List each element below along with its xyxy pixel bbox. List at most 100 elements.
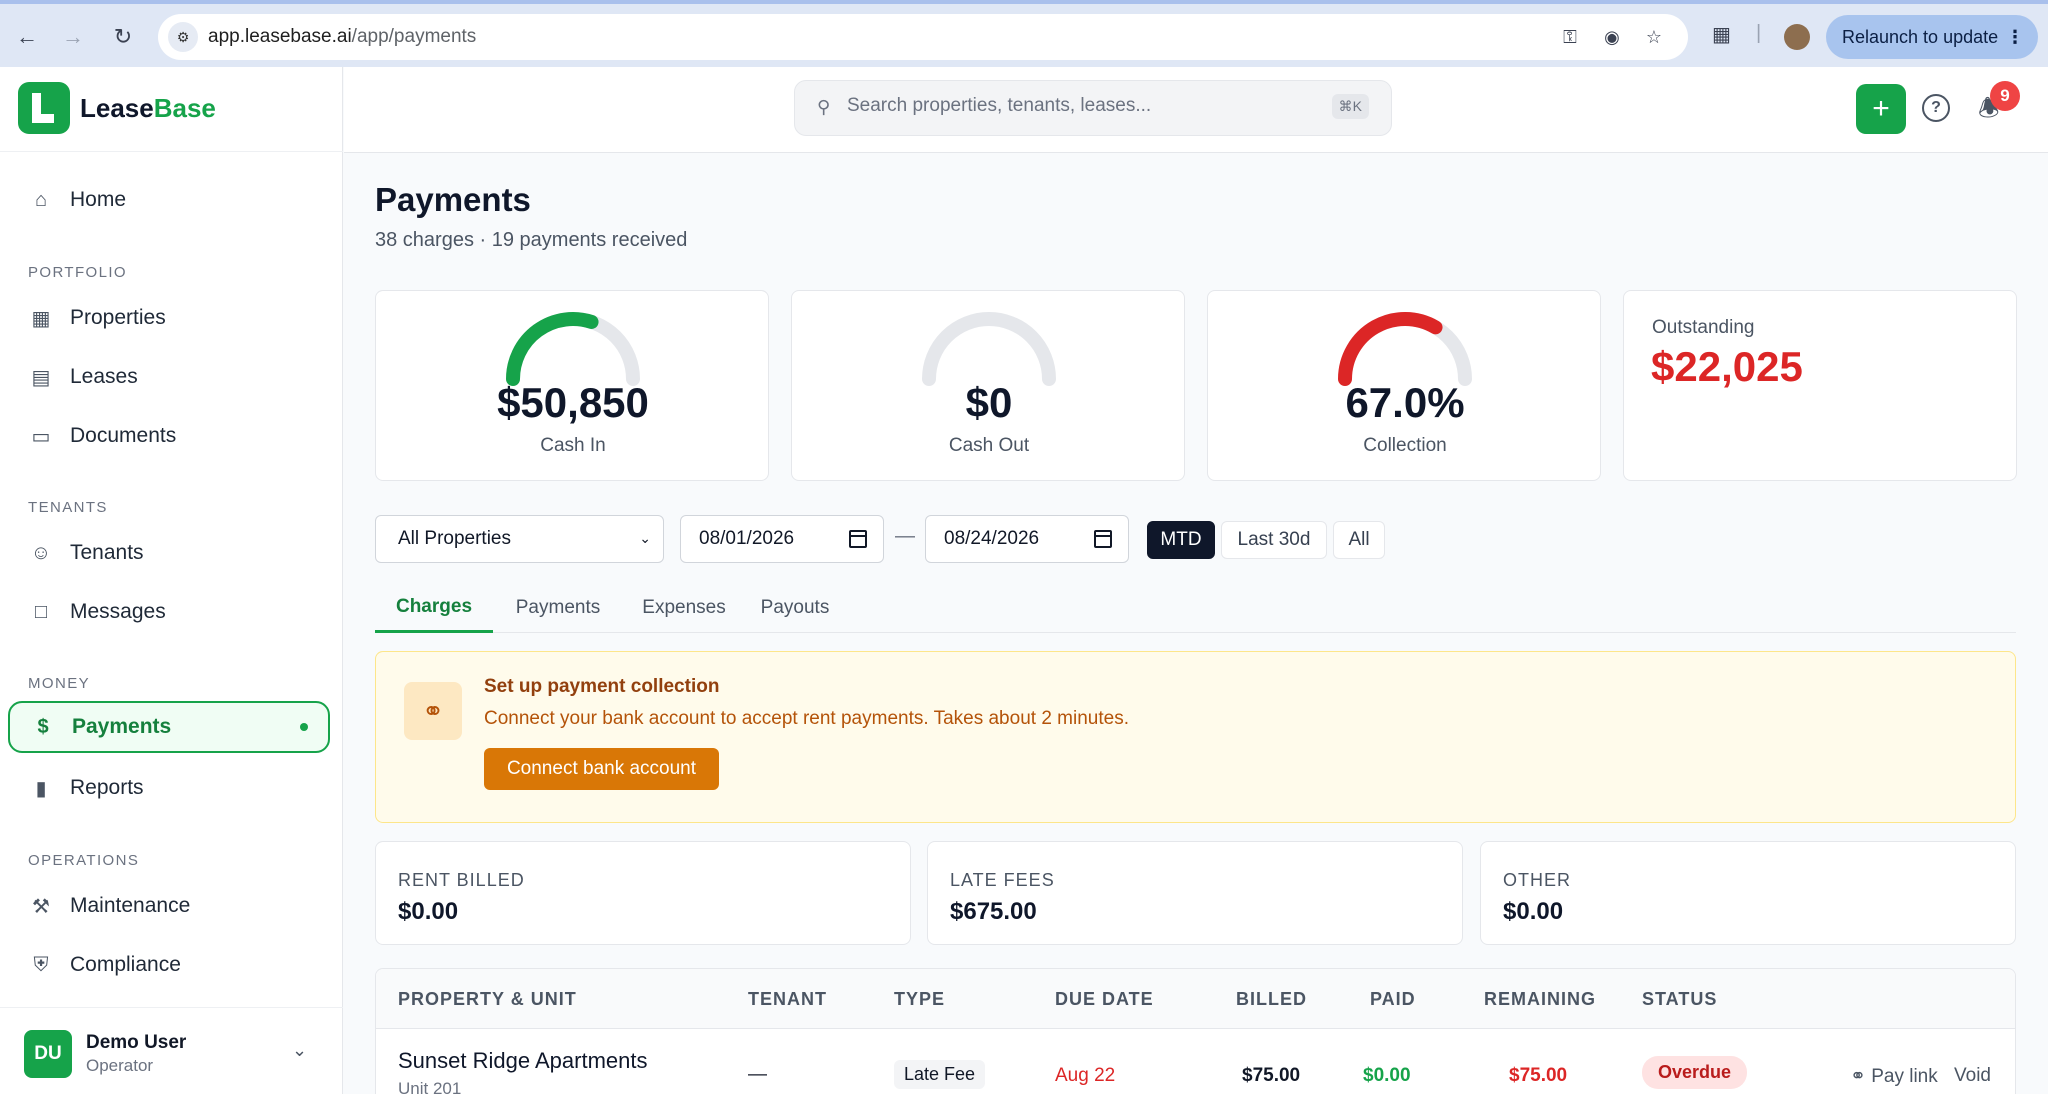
tab-bar: Charges Payments Expenses Payouts: [375, 583, 2016, 633]
column-header[interactable]: TYPE: [894, 989, 946, 1009]
users-icon: ☺: [30, 541, 52, 564]
cash-out-label: Cash Out: [948, 435, 1030, 456]
sidebar-item-messages[interactable]: □ Messages: [8, 586, 330, 638]
topbar: ⚲ ⌘K + ? 🕭 9: [344, 67, 2048, 153]
user-menu[interactable]: DU Demo User Operator ⌄: [0, 1007, 343, 1094]
banner-title: Set up payment collection: [484, 676, 720, 697]
home-icon: ⌂: [34, 188, 48, 211]
cash-in-value: $50,850: [497, 379, 649, 426]
notification-badge: 9: [1990, 81, 2020, 111]
column-header[interactable]: STATUS: [1642, 989, 1718, 1009]
reload-icon[interactable]: ↻: [113, 24, 133, 49]
cash-in-label: Cash In: [540, 435, 606, 456]
plus-icon: +: [1872, 92, 1890, 125]
cash-out-value: $0: [965, 379, 1013, 426]
section-label-tenants: TENANTS: [28, 499, 108, 516]
address-bar[interactable]: ⚙ app.leasebase.ai/app/payments ⚿ ◉ ☆: [158, 14, 1688, 60]
link-icon: ⚭: [1850, 1066, 1872, 1087]
chevron-down-icon[interactable]: ⌄: [292, 1040, 308, 1060]
banner-text: Connect your bank account to accept rent…: [484, 708, 1129, 729]
link-icon: ⚭: [404, 682, 462, 740]
due-date: Aug 22: [1055, 1065, 1116, 1086]
page-title: Payments: [375, 181, 531, 218]
sidebar-item-leases[interactable]: ▤ Leases: [8, 351, 330, 403]
section-label-operations: OPERATIONS: [28, 852, 140, 869]
sidebar: LeaseBase ⌂ Home PORTFOLIO ▦ Properties ▤ L…: [0, 67, 343, 1094]
column-header[interactable]: TENANT: [748, 989, 827, 1009]
payment-setup-banner: ⚭ Set up payment collection Connect your…: [375, 651, 2016, 823]
extensions-icon[interactable]: ▦: [1712, 24, 1731, 46]
calendar-icon[interactable]: [1094, 530, 1112, 548]
paid-amount: $0.00: [1363, 1065, 1411, 1086]
cash-out-gauge: [922, 312, 1056, 386]
message-square-icon: □: [34, 600, 48, 623]
collection-value: 67.0%: [1345, 379, 1465, 426]
search-icon: ⚲: [817, 97, 831, 117]
search-box[interactable]: ⚲ ⌘K: [794, 80, 1392, 136]
add-button[interactable]: +: [1856, 84, 1906, 134]
divider: [0, 151, 343, 152]
column-header[interactable]: BILLED: [1236, 989, 1307, 1009]
main-content: Payments 38 charges · 19 payments receiv…: [344, 153, 2048, 1094]
billed-amount: $75.00: [1242, 1065, 1301, 1086]
connect-bank-button[interactable]: Connect bank account: [484, 748, 719, 790]
tab-payouts[interactable]: Payouts: [760, 597, 830, 618]
collection-label: Collection: [1363, 435, 1447, 456]
back-arrow-icon[interactable]: ←: [16, 24, 38, 49]
relaunch-button[interactable]: Relaunch to update ⋮: [1826, 15, 2038, 59]
sidebar-item-maintenance[interactable]: ⚒ Maintenance: [8, 880, 330, 932]
sidebar-item-tenants[interactable]: ☺ Tenants: [8, 527, 330, 579]
column-header[interactable]: PROPERTY & UNIT: [398, 989, 577, 1009]
range-all-button[interactable]: All: [1333, 521, 1385, 559]
sidebar-item-payments[interactable]: $ Payments: [8, 701, 330, 753]
pay-link-button[interactable]: ⚭ Pay link: [1850, 1066, 1938, 1087]
folder-icon: ▭: [31, 425, 51, 448]
stat-card-outstanding: Outstanding $22,025: [1623, 290, 2017, 481]
eye-off-icon[interactable]: ◉: [1604, 26, 1620, 47]
remaining-amount: $75.00: [1509, 1065, 1568, 1086]
stat-card-collection: 67.0% Collection: [1207, 290, 1601, 481]
site-settings-icon[interactable]: ⚙: [168, 22, 198, 52]
password-key-icon[interactable]: ⚿: [1563, 26, 1577, 47]
chevron-down-icon: ⌄: [639, 530, 651, 546]
sidebar-item-home[interactable]: ⌂ Home: [8, 174, 330, 226]
table-header: PROPERTY & UNIT TENANT TYPE DUE DATE BIL…: [376, 969, 2015, 1029]
date-from-input[interactable]: 08/01/2026: [680, 515, 884, 563]
range-mtd-button[interactable]: MTD: [1147, 521, 1215, 559]
tab-payments[interactable]: Payments: [515, 597, 601, 618]
search-input[interactable]: [847, 95, 1307, 117]
stat-card-cash-in: $50,850 Cash In: [375, 290, 769, 481]
cash-in-gauge: [506, 312, 640, 386]
help-icon[interactable]: ?: [1922, 94, 1950, 122]
type-chip: Late Fee: [894, 1060, 986, 1089]
profile-avatar[interactable]: [1784, 24, 1810, 50]
charges-table: PROPERTY & UNIT TENANT TYPE DUE DATE BIL…: [375, 968, 2016, 1094]
range-last30d-button[interactable]: Last 30d: [1221, 521, 1327, 559]
column-header[interactable]: DUE DATE: [1055, 989, 1154, 1009]
sidebar-item-reports[interactable]: ▮ Reports: [8, 762, 330, 814]
column-header[interactable]: REMAINING: [1484, 989, 1596, 1009]
property-select[interactable]: All Properties ⌄: [375, 515, 664, 563]
void-button[interactable]: Void: [1954, 1065, 1991, 1086]
sidebar-item-properties[interactable]: ▦ Properties: [8, 292, 330, 344]
sidebar-item-documents[interactable]: ▭ Documents: [8, 410, 330, 462]
tab-expenses[interactable]: Expenses: [642, 597, 726, 618]
brand-logo[interactable]: LeaseBase: [18, 82, 216, 134]
forward-arrow-icon[interactable]: →: [62, 24, 84, 49]
url-text[interactable]: app.leasebase.ai/app/payments: [208, 26, 477, 47]
tenant-cell: —: [748, 1064, 767, 1085]
toolbar-divider: |: [1756, 22, 1762, 44]
calendar-icon[interactable]: [849, 530, 867, 548]
column-header[interactable]: PAID: [1370, 989, 1416, 1009]
property-name[interactable]: Sunset Ridge Apartments: [398, 1048, 648, 1073]
section-label-portfolio: PORTFOLIO: [28, 264, 128, 281]
file-text-icon: ▤: [31, 366, 51, 389]
sidebar-item-compliance[interactable]: ⛨ Compliance: [8, 939, 330, 991]
star-icon[interactable]: ☆: [1645, 26, 1663, 47]
logo-icon: [18, 82, 70, 134]
date-to-input[interactable]: 08/24/2026: [925, 515, 1129, 563]
shield-icon: ⛨: [33, 953, 49, 976]
summary-card-rent: RENT BILLED $0.00: [375, 841, 911, 945]
tab-charges[interactable]: Charges: [375, 583, 493, 633]
outstanding-value: $22,025: [1651, 343, 1803, 390]
